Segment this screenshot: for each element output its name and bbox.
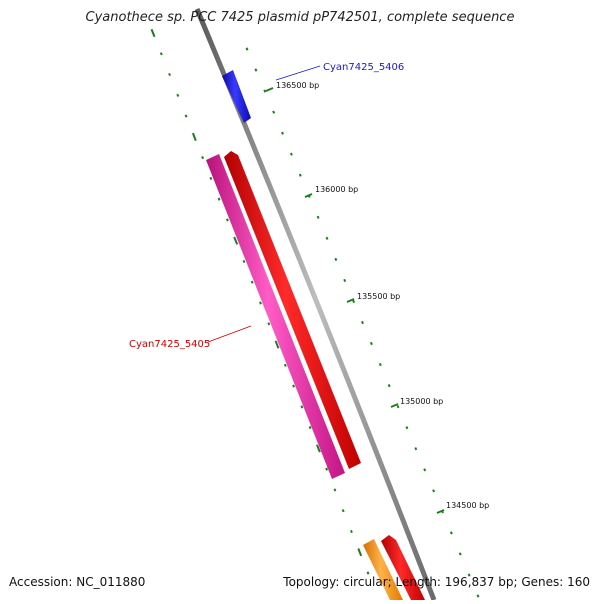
minor-tick: [254, 68, 258, 72]
minor-tick: [281, 131, 284, 135]
gene-label-cyan7425-5406[interactable]: Cyan7425_5406: [323, 62, 404, 73]
minor-tick: [225, 218, 229, 222]
tick-136000: 136000 bp: [304, 185, 358, 198]
minor-tick: [405, 426, 409, 430]
tick-label: 135500 bp: [357, 292, 400, 301]
minor-tick: [387, 383, 391, 388]
minor-tick: [176, 93, 180, 97]
page-title: Cyanothece sp. PCC 7425 plasmid pP742501…: [85, 10, 515, 25]
gene-cyan7425-5406-arrow[interactable]: [222, 70, 251, 123]
outer-tick-ring: [245, 47, 480, 598]
gene-red-arrow-upper[interactable]: [224, 151, 361, 469]
minor-tick: [366, 571, 370, 575]
tick-135000: 135000 bp: [390, 397, 443, 408]
inner-tick-ring: [150, 28, 370, 575]
minor-tick: [423, 468, 427, 472]
gene-label-leader-5406: [275, 65, 321, 81]
minor-tick: [432, 489, 436, 493]
minor-tick: [467, 573, 471, 577]
minor-tick: [350, 529, 353, 534]
minor-tick: [378, 363, 382, 367]
minor-tick: [343, 278, 347, 282]
minor-tick: [316, 215, 320, 219]
minor-tick: [333, 488, 337, 492]
minor-tick: [396, 405, 400, 409]
tick-label: 136000 bp: [315, 185, 358, 194]
tick-136500: 136500 bp: [265, 81, 319, 92]
minor-tick: [357, 548, 363, 557]
minor-tick: [201, 156, 205, 160]
minor-tick: [209, 176, 213, 180]
minor-tick: [449, 531, 453, 535]
topology-summary: Topology: circular; Length: 196,837 bp; …: [283, 575, 590, 589]
minor-tick: [242, 259, 246, 264]
minor-tick: [159, 52, 163, 56]
tick-134500: 134500 bp: [436, 501, 489, 514]
minor-tick: [361, 320, 364, 325]
minor-tick: [283, 363, 287, 367]
minor-tick: [150, 28, 156, 38]
minor-tick: [168, 72, 171, 77]
minor-tick: [267, 322, 271, 326]
gene-red-arrow-lower[interactable]: [381, 535, 425, 600]
minor-tick: [233, 236, 239, 245]
minor-tick: [263, 89, 267, 93]
minor-tick: [298, 173, 302, 177]
gene-orange-arrow-lower[interactable]: [363, 539, 403, 600]
tick-label: 134500 bp: [446, 501, 489, 510]
minor-tick: [476, 594, 480, 598]
tick-label: 135000 bp: [400, 397, 443, 406]
minor-tick: [245, 47, 249, 51]
gene-label-leader-5405: [207, 325, 252, 343]
minor-tick: [325, 236, 329, 240]
tick-135500: 135500 bp: [346, 292, 400, 303]
gene-cyan7425-5405-arrow[interactable]: [206, 154, 345, 479]
minor-tick: [341, 509, 345, 513]
minor-tick: [352, 299, 356, 304]
minor-tick: [458, 552, 462, 556]
minor-tick: [259, 301, 262, 305]
minor-tick: [184, 114, 188, 118]
accession-text: Accession: NC_011880: [9, 575, 146, 589]
minor-tick: [274, 340, 280, 349]
minor-tick: [272, 110, 276, 114]
minor-tick: [191, 132, 197, 141]
gene-label-cyan7425-5405[interactable]: Cyan7425_5405: [129, 339, 210, 350]
minor-tick: [289, 152, 293, 156]
minor-tick: [325, 467, 329, 471]
minor-tick: [217, 197, 221, 201]
minor-tick: [300, 405, 304, 409]
minor-tick: [315, 444, 321, 453]
minor-tick: [250, 280, 254, 284]
tick-label: 136500 bp: [276, 81, 319, 90]
minor-tick: [369, 341, 373, 346]
minor-tick: [292, 384, 296, 388]
minor-tick: [308, 426, 312, 430]
minor-tick: [414, 447, 418, 451]
minor-tick: [334, 257, 338, 262]
